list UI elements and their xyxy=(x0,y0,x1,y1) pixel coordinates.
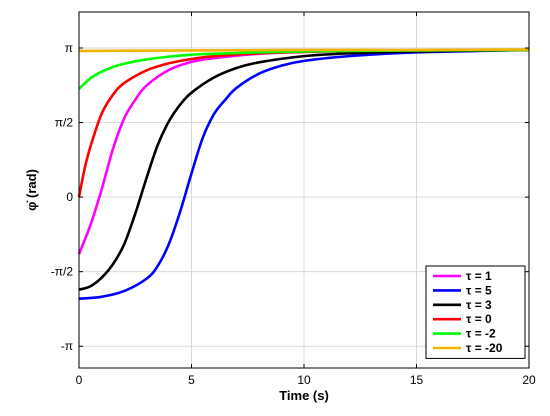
x-tick-label: 0 xyxy=(76,373,83,387)
x-tick-label: 15 xyxy=(410,373,424,387)
x-axis-label: Time (s) xyxy=(279,388,329,403)
x-tick-label: 10 xyxy=(297,373,311,387)
legend-entry-label: τ = 3 xyxy=(466,298,492,312)
x-tick-label: 20 xyxy=(522,373,536,387)
y-tick-label: π/2 xyxy=(55,116,74,130)
x-tick-label: 5 xyxy=(188,373,195,387)
legend-entry-label: τ = 1 xyxy=(466,269,492,283)
legend-box xyxy=(425,265,526,359)
legend-entry-label: τ = -20 xyxy=(466,341,503,355)
series-line-5 xyxy=(78,48,530,53)
legend-entry-label: τ = 0 xyxy=(466,312,492,326)
series-line-2 xyxy=(78,48,530,291)
y-tick-label: -π xyxy=(61,339,73,353)
series-line-1 xyxy=(78,48,530,300)
legend-entry-label: τ = 5 xyxy=(466,283,492,297)
y-tick-label: π xyxy=(65,41,73,55)
x-axis-ticks: 0 5 10 15 20 xyxy=(76,12,536,387)
series-lines xyxy=(77,48,530,300)
y-tick-label: -π/2 xyxy=(51,265,74,279)
y-axis-ticks: -π -π/2 0 π/2 π xyxy=(51,41,529,353)
legend: τ = 1τ = 5τ = 3τ = 0τ = -2τ = -20 xyxy=(425,265,526,359)
y-axis-label: φ̇ (rad) xyxy=(24,169,39,211)
y-tick-label: 0 xyxy=(66,190,73,204)
legend-entry-label: τ = -2 xyxy=(466,327,496,341)
